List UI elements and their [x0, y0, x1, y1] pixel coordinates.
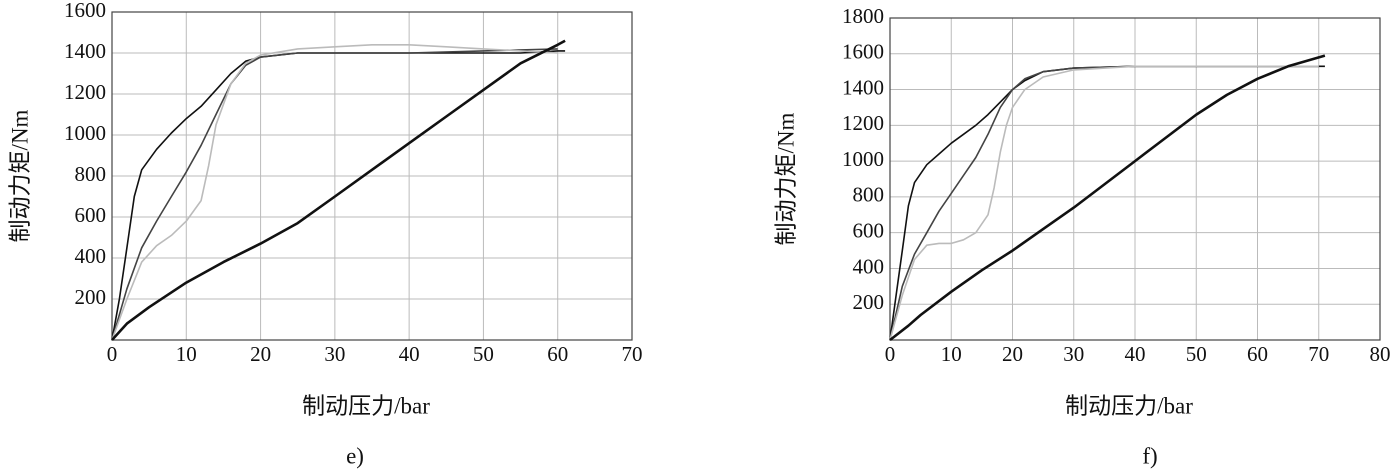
- y-tick-label: 1600: [842, 40, 884, 64]
- x-tick-label: 50: [473, 342, 494, 366]
- x-tick-label: 10: [941, 342, 962, 366]
- x-axis-label: 制动压力/bar: [302, 393, 430, 418]
- x-tick-label: 0: [885, 342, 896, 366]
- y-tick-label: 1000: [64, 121, 106, 145]
- x-tick-label: 70: [1308, 342, 1329, 366]
- x-tick-label: 80: [1370, 342, 1391, 366]
- x-tick-label: 10: [176, 342, 197, 366]
- y-tick-label: 1600: [64, 0, 106, 22]
- x-tick-label: 60: [1247, 342, 1268, 366]
- data-line: [111, 39, 566, 341]
- y-tick-label: 1200: [64, 80, 106, 104]
- y-tick-label: 800: [853, 183, 885, 207]
- data-line: [111, 44, 558, 341]
- data-line: [889, 65, 1319, 341]
- y-tick-label: 200: [853, 290, 885, 314]
- x-tick-label: 30: [324, 342, 345, 366]
- x-tick-label: 50: [1186, 342, 1207, 366]
- x-tick-label: 0: [107, 342, 118, 366]
- caption: e): [346, 443, 364, 468]
- data-line: [889, 54, 1326, 342]
- y-tick-label: 1400: [842, 75, 884, 99]
- x-tick-label: 40: [399, 342, 420, 366]
- y-tick-label: 1400: [64, 39, 106, 63]
- x-axis-label: 制动压力/bar: [1065, 393, 1193, 418]
- y-tick-label: 600: [853, 218, 885, 242]
- x-tick-label: 70: [622, 342, 643, 366]
- x-tick-label: 20: [250, 342, 271, 366]
- y-tick-label: 1000: [842, 147, 884, 171]
- caption: f): [1142, 443, 1157, 468]
- y-tick-label: 800: [75, 162, 107, 186]
- y-tick-label: 400: [853, 254, 885, 278]
- y-tick-label: 200: [75, 285, 107, 309]
- x-tick-label: 40: [1125, 342, 1146, 366]
- y-axis-label: 制动力矩/Nm: [7, 109, 32, 242]
- x-tick-label: 30: [1063, 342, 1084, 366]
- data-line: [889, 65, 1319, 341]
- x-tick-label: 20: [1002, 342, 1023, 366]
- y-axis-label: 制动力矩/Nm: [773, 112, 798, 245]
- x-tick-label: 60: [547, 342, 568, 366]
- y-tick-label: 600: [75, 203, 107, 227]
- y-tick-label: 1800: [842, 4, 884, 28]
- data-line: [111, 50, 566, 341]
- plot-border: [889, 17, 1381, 341]
- y-tick-label: 400: [75, 244, 107, 268]
- data-line: [111, 48, 558, 341]
- plot-border: [111, 11, 633, 341]
- y-tick-label: 1200: [842, 111, 884, 135]
